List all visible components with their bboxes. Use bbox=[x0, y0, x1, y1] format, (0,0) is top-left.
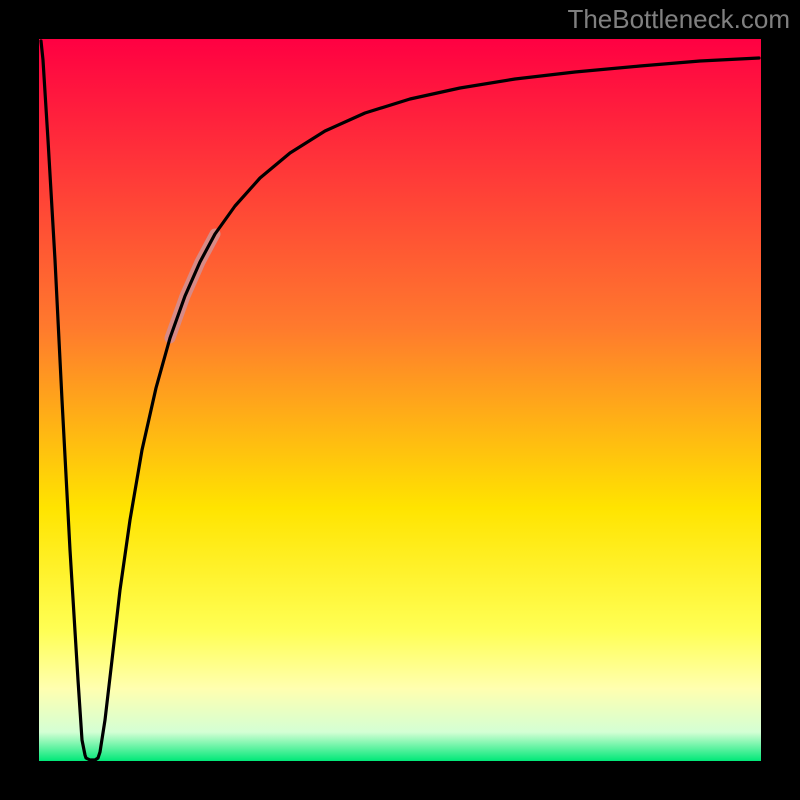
chart-canvas: TheBottleneck.com bbox=[0, 0, 800, 800]
chart-svg bbox=[0, 0, 800, 800]
plot-background bbox=[39, 39, 761, 761]
watermark-text: TheBottleneck.com bbox=[567, 4, 790, 35]
